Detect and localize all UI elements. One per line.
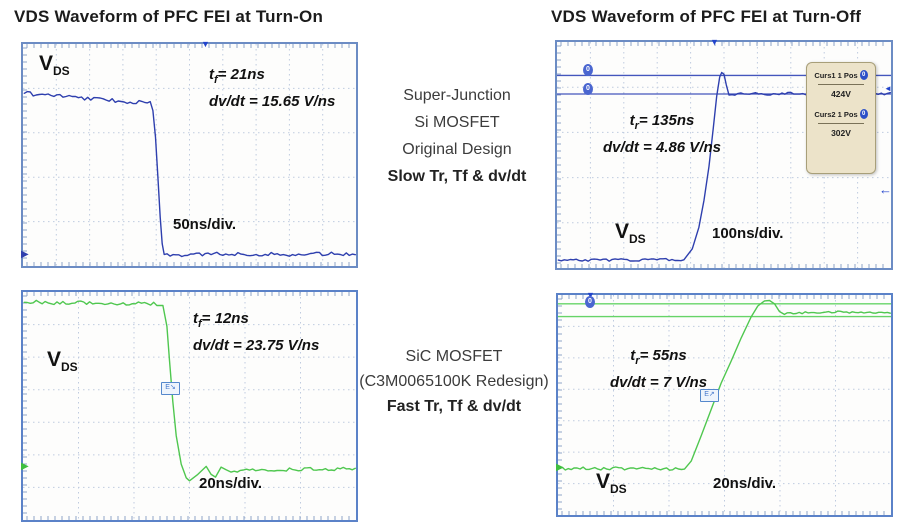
caption-line: SiC MOSFET bbox=[405, 348, 503, 365]
ground-marker-icon: ▶ bbox=[21, 249, 29, 260]
caption-line-bold: Slow Tr, Tf & dv/dt bbox=[387, 168, 527, 185]
measurement-annotation: tf= 21ns dv/dt = 15.65 V/ns bbox=[209, 66, 336, 110]
measurement-annotation: tr= 55ns dv/dt = 7 V/ns bbox=[609, 347, 708, 391]
title-turn-off: VDS Waveform of PFC FEI at Turn-Off bbox=[551, 7, 862, 26]
cursor2-value: 302V bbox=[831, 128, 851, 138]
waveform-plot-si-turn-on bbox=[23, 44, 356, 266]
cursor-marker-icon: 0 bbox=[585, 296, 595, 308]
cursor1-marker-icon: 0 bbox=[583, 64, 593, 76]
cursor2-knob-icon: 0 bbox=[859, 109, 868, 119]
trigger-level-icon: ◄ bbox=[884, 84, 892, 93]
trigger-slope-badge-icon: E↘ bbox=[161, 382, 180, 395]
cursor-readout-panel: Curs1 1 Pos 0 424V Curs2 1 Pos 0 302V bbox=[806, 62, 876, 174]
oscilloscope-sic-turn-on: VDS tf= 12ns dv/dt = 23.75 V/ns E↘ 20ns/… bbox=[21, 290, 358, 522]
vds-label: VDS bbox=[596, 470, 627, 497]
cursor2-label: Curs2 1 Pos 0 bbox=[814, 109, 868, 119]
oscilloscope-si-turn-off: ▼ 0 0 tr= 135ns dv/dt = 4.86 V/ns VDS 10… bbox=[555, 37, 893, 270]
trigger-slope-badge-icon: E↗ bbox=[700, 389, 719, 402]
timebase-label: 100ns/div. bbox=[712, 225, 784, 242]
divider bbox=[818, 123, 864, 124]
trigger-position-icon: ▼ bbox=[586, 290, 595, 300]
timebase-label: 50ns/div. bbox=[173, 216, 237, 233]
cursor1-knob-icon: 0 bbox=[859, 70, 868, 80]
caption-line: (C3M0065100K Redesign) bbox=[359, 373, 549, 390]
oscilloscope-sic-turn-off: ▼ 0 tr= 55ns dv/dt = 7 V/ns E↗ VDS 20ns/… bbox=[556, 290, 893, 517]
caption-si-mosfet: Super-Junction Si MOSFET Original Design… bbox=[352, 82, 562, 190]
caption-line: Super-Junction bbox=[403, 87, 511, 104]
cursor2-marker-icon: 0 bbox=[583, 83, 593, 95]
ground-marker-icon: ▶ bbox=[556, 462, 564, 473]
trigger-position-icon: ▼ bbox=[710, 37, 719, 47]
divider bbox=[818, 84, 864, 85]
ground-marker-icon: ▶ bbox=[21, 461, 29, 472]
caption-line: Original Design bbox=[402, 141, 512, 158]
cursor1-value: 424V bbox=[831, 89, 851, 99]
measurement-annotation: tr= 135ns dv/dt = 4.86 V/ns bbox=[603, 112, 721, 156]
caption-sic-mosfet: SiC MOSFET (C3M0065100K Redesign) Fast T… bbox=[345, 344, 563, 419]
caption-line: Si MOSFET bbox=[414, 114, 500, 131]
caption-line-bold: Fast Tr, Tf & dv/dt bbox=[386, 398, 522, 415]
oscilloscope-si-turn-on: ▼ VDS tf= 21ns dv/dt = 15.65 V/ns 50ns/d… bbox=[21, 39, 358, 268]
left-arrow-icon: ← bbox=[879, 182, 892, 197]
cursor1-label: Curs1 1 Pos 0 bbox=[814, 70, 868, 80]
measurement-annotation: tf= 12ns dv/dt = 23.75 V/ns bbox=[193, 310, 320, 354]
vds-label: VDS bbox=[47, 348, 78, 375]
vds-label: VDS bbox=[39, 52, 70, 79]
vds-label: VDS bbox=[615, 220, 646, 247]
title-turn-on: VDS Waveform of PFC FEI at Turn-On bbox=[14, 7, 324, 26]
trigger-position-icon: ▼ bbox=[201, 39, 210, 49]
waveform-plot-sic-turn-on bbox=[23, 292, 356, 520]
timebase-label: 20ns/div. bbox=[199, 475, 263, 492]
timebase-label: 20ns/div. bbox=[713, 475, 777, 492]
